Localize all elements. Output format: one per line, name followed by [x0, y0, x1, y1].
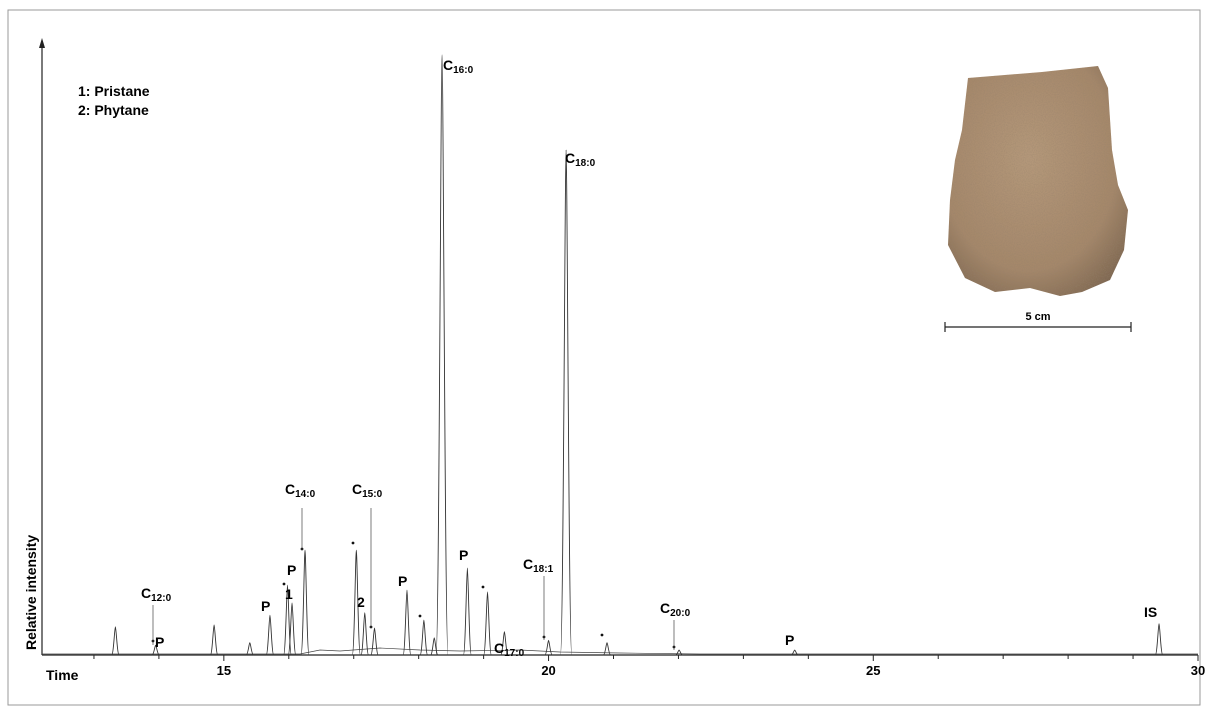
peak — [603, 643, 610, 655]
peak-label: C18:1 — [523, 556, 554, 575]
peak-label-text: C — [141, 585, 151, 601]
peak-label-text: C — [352, 481, 362, 497]
peak-label-text: IS — [1144, 604, 1157, 620]
peak — [301, 550, 309, 655]
peak-label-text: C — [523, 556, 533, 572]
peak-label: C17:0 — [494, 640, 525, 659]
peak-label-text: P — [398, 573, 407, 589]
peak-dots — [152, 542, 676, 649]
peak-label-text: C — [660, 600, 670, 616]
baseline — [42, 648, 1198, 654]
peak-label: P — [261, 598, 270, 614]
peak-label: C14:0 — [285, 481, 316, 500]
peak-label: C18:0 — [565, 150, 596, 169]
y-axis-arrow — [39, 38, 45, 48]
peak-label-text: 2 — [357, 594, 365, 610]
peak-label-sub: 17:0 — [504, 648, 524, 659]
peak-label-text: C — [443, 57, 453, 73]
peak — [210, 625, 217, 655]
x-axis-label: Time — [46, 667, 79, 683]
peak-label-sub: 18:1 — [533, 564, 553, 575]
peak-label: 2 — [357, 594, 365, 610]
peak-label: 1 — [285, 586, 293, 602]
peak — [403, 590, 411, 655]
scale-bar-label: 5 cm — [1025, 311, 1050, 323]
peak-label: C15:0 — [352, 481, 383, 500]
peak — [371, 628, 378, 655]
peak-label-text: C — [285, 481, 295, 497]
sherd-photo — [948, 66, 1128, 296]
peak-label: C20:0 — [660, 600, 691, 619]
peak-label: C16:0 — [443, 57, 474, 76]
peak — [246, 643, 253, 655]
peak-label-sub: 18:0 — [575, 158, 595, 169]
peak-label: P — [785, 632, 794, 648]
peak-label: P — [459, 547, 468, 563]
peak — [675, 650, 682, 655]
peak-label: P — [287, 562, 296, 578]
peak-label-sub: 20:0 — [670, 608, 690, 619]
peak-label-text: P — [459, 547, 468, 563]
peak-label-text: C — [565, 150, 575, 166]
legend-entry: 2: Phytane — [78, 102, 149, 118]
peak — [112, 627, 119, 655]
x-tick-label: 15 — [217, 663, 231, 678]
peak-label-text: P — [785, 632, 794, 648]
peak-label-text: C — [494, 640, 504, 656]
scale-bar — [945, 322, 1131, 332]
x-tick-label: 20 — [541, 663, 555, 678]
peak — [484, 592, 492, 655]
y-axis-label: Relative intensity — [23, 535, 39, 650]
peak — [1155, 624, 1162, 655]
chart: Time Relative intensity 1: Pristane 2: P… — [0, 0, 1206, 715]
peak — [361, 613, 369, 655]
x-tick-label: 30 — [1191, 663, 1205, 678]
peak-label-sub: 15:0 — [362, 489, 382, 500]
peak-label: P — [398, 573, 407, 589]
peak — [545, 640, 552, 655]
peak-label-sub: 12:0 — [151, 593, 171, 604]
peak — [436, 55, 448, 655]
peak-label-text: 1 — [285, 586, 293, 602]
peak-label-text: P — [287, 562, 296, 578]
peak-label-text: P — [261, 598, 270, 614]
peak-label: C12:0 — [141, 585, 172, 604]
peak — [266, 615, 274, 655]
peak-label: P — [155, 634, 164, 650]
peak-label-text: P — [155, 634, 164, 650]
peak — [463, 568, 471, 655]
peak-label-sub: 14:0 — [295, 489, 315, 500]
peak — [560, 150, 571, 655]
peak-label-sub: 16:0 — [453, 65, 473, 76]
legend-entry: 1: Pristane — [78, 83, 150, 99]
x-tick-label: 25 — [866, 663, 880, 678]
peak-label: IS — [1144, 604, 1157, 620]
